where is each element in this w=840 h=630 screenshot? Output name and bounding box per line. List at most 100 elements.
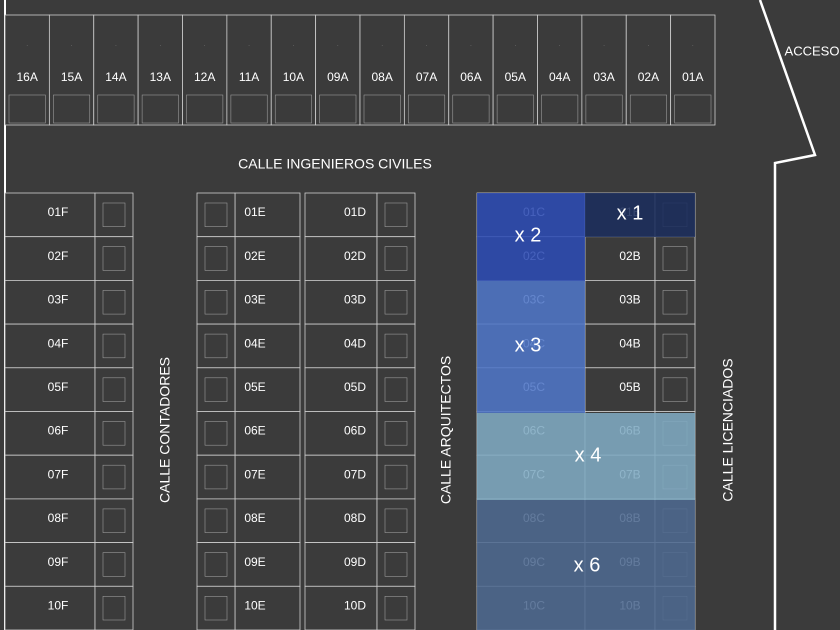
lot-detail [585,94,623,124]
overlay-area [477,193,585,281]
lot-detail [102,202,126,228]
lot [304,454,378,500]
lot-detail [662,246,688,271]
lot-label: 02D [344,249,366,263]
lot [234,411,301,456]
lot-label: 16A [17,70,38,84]
lot-detail [376,323,416,369]
lot [234,454,301,500]
lot-detail [204,246,228,271]
lot [48,14,95,126]
lot-detail [196,323,236,369]
lot-detail [94,367,134,412]
overlay-label: x 1 [617,202,644,224]
lot-label: 07F [48,467,69,481]
lot-label: 09A [327,70,348,84]
lot-detail [94,585,134,630]
lot-label: 05E [244,380,265,394]
lot-label: 08A [372,70,393,84]
lot-detail [204,290,228,315]
lot-detail [102,290,126,315]
lot-detail [654,279,696,325]
lot [234,585,301,630]
lot-detail [196,454,236,500]
lot-detail [94,192,134,238]
lot-detail [654,236,696,281]
lot-label: 04F [48,336,69,350]
lot-label: 05B [619,380,640,394]
lot-detail [196,498,236,543]
lot [234,323,301,369]
lot-detail [186,94,224,124]
boundary-right [758,0,817,630]
lot [584,367,656,412]
lot-detail [384,290,408,315]
lot-detail [94,236,134,281]
lot-label: 03E [244,293,265,307]
lot-label: 06D [344,424,366,438]
lot-detail [384,552,408,577]
lot-label: 04B [619,336,640,350]
lot-detail [376,367,416,412]
lot-label: 09D [344,555,366,569]
lot-detail [102,552,126,577]
lot-detail [196,236,236,281]
lot [4,236,96,281]
lot-detail [102,333,126,359]
lot-detail [384,377,408,402]
overlay-area [477,281,585,413]
lot-detail [204,464,228,490]
lot-detail [53,94,91,124]
lot-detail [376,454,416,500]
overlay-area [477,500,695,630]
lot-detail [384,464,408,490]
lot [625,14,672,126]
lot-label: 09F [48,555,69,569]
lot-detail [376,192,416,238]
lot-detail [541,94,579,124]
overlay-label: x 3 [515,334,542,356]
lot [234,192,301,238]
lot-detail [662,377,688,402]
lot-detail [654,323,696,369]
lot-label: 04A [549,70,570,84]
lot [304,279,378,325]
lot-detail [674,94,712,124]
lot-label: 09E [244,555,265,569]
lot-detail [496,94,534,124]
lot [182,14,228,126]
lot [492,14,538,126]
lot [93,14,139,126]
lot-detail [204,595,228,621]
lot-detail [204,377,228,402]
lot-detail [384,508,408,533]
lot [4,367,96,412]
lot-label: 01E [244,205,265,219]
lot [304,236,378,281]
lot-detail [384,421,408,446]
lot-detail [102,421,126,446]
lot-detail [384,202,408,228]
lot-label: 02A [638,70,659,84]
lot [4,192,96,238]
lot-label: 01A [682,70,703,84]
lot-label: 04D [344,336,366,350]
lot [4,454,96,500]
lot-label: 01D [344,205,366,219]
lot-detail [319,94,357,124]
lot-detail [384,333,408,359]
lot-label: 03B [619,293,640,307]
lot-detail [376,585,416,630]
lot-detail [102,595,126,621]
lot [670,14,716,126]
lot [304,542,378,587]
lot-detail [102,377,126,402]
lot-label: 15A [61,70,82,84]
lot [537,14,583,126]
lot-detail [384,595,408,621]
lot-detail [94,498,134,543]
lot-label: 02E [244,249,265,263]
street-middle: CALLE ARQUITECTOS [438,356,454,504]
lot-detail [376,236,416,281]
lot [304,367,378,412]
